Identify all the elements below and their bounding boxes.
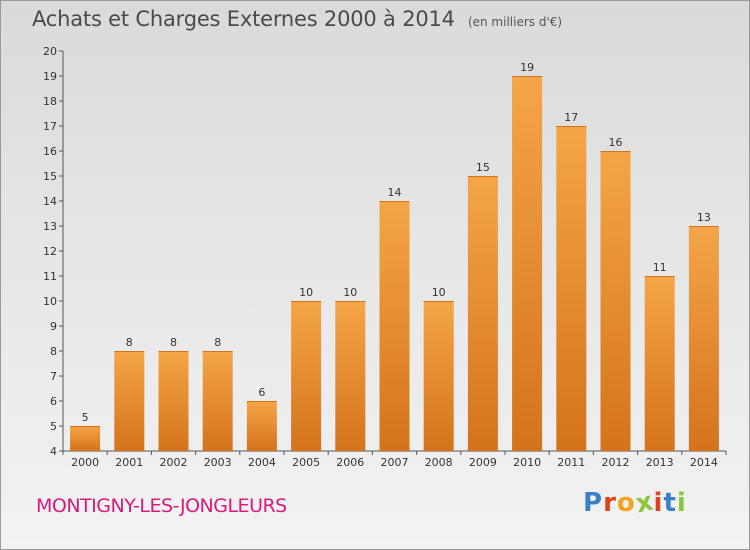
bar-top-edge xyxy=(556,126,587,127)
value-label: 5 xyxy=(82,411,89,424)
chart-unit: (en milliers d'€) xyxy=(467,15,563,29)
y-tick-label: 7 xyxy=(50,370,57,383)
bar-top-edge xyxy=(291,301,322,302)
bar xyxy=(600,151,631,451)
bar-top-edge xyxy=(246,401,277,402)
y-tick-label: 16 xyxy=(43,145,57,158)
bar xyxy=(114,351,145,451)
y-tick-label: 6 xyxy=(50,395,57,408)
y-tick-label: 14 xyxy=(43,195,57,208)
bar-top-edge xyxy=(379,201,410,202)
bar xyxy=(291,301,322,451)
labels: 5 2000 8 2001 8 2002 8 2003 6 2004 10 2005 10 2006 14 2… xyxy=(71,61,718,469)
y-tick-label: 17 xyxy=(43,120,57,133)
bar xyxy=(688,226,719,451)
bar xyxy=(335,301,366,451)
y-tick-label: 13 xyxy=(43,220,57,233)
bar xyxy=(467,176,498,451)
bar xyxy=(202,351,233,451)
value-label: 10 xyxy=(343,286,357,299)
bars xyxy=(70,76,719,451)
proxiti-logo: Proxiti xyxy=(583,486,687,519)
value-label: 16 xyxy=(609,136,623,149)
bar-top-edge xyxy=(335,301,366,302)
bar-top-edge xyxy=(600,151,631,152)
bar-top-edge xyxy=(423,301,454,302)
y-tick-label: 11 xyxy=(43,270,57,283)
y-tick-label: 12 xyxy=(43,245,57,258)
value-label: 10 xyxy=(299,286,313,299)
bar xyxy=(70,426,101,451)
x-tick-label: 2009 xyxy=(469,456,497,469)
x-tick-label: 2000 xyxy=(71,456,99,469)
value-label: 11 xyxy=(653,261,667,274)
x-tick-label: 2004 xyxy=(248,456,276,469)
value-label: 8 xyxy=(126,336,133,349)
y-tick-label: 9 xyxy=(50,320,57,333)
value-label: 15 xyxy=(476,161,490,174)
x-tick-label: 2002 xyxy=(160,456,188,469)
bar-top-edge xyxy=(114,351,145,352)
value-label: 14 xyxy=(388,186,402,199)
x-tick-label: 2008 xyxy=(425,456,453,469)
bar-top-edge xyxy=(512,76,543,77)
bar-top-edge xyxy=(644,276,675,277)
x-tick-label: 2007 xyxy=(381,456,409,469)
x-tick-label: 2013 xyxy=(646,456,674,469)
bar xyxy=(246,401,277,451)
x-tick-label: 2005 xyxy=(292,456,320,469)
value-label: 8 xyxy=(214,336,221,349)
y-tick-label: 20 xyxy=(43,45,57,58)
bar-top-edge xyxy=(202,351,233,352)
x-tick-label: 2010 xyxy=(513,456,541,469)
bar xyxy=(512,76,543,451)
bar-top-edge xyxy=(158,351,189,352)
bar xyxy=(158,351,189,451)
x-tick-label: 2014 xyxy=(690,456,718,469)
bar xyxy=(379,201,410,451)
x-tick-label: 2001 xyxy=(115,456,143,469)
title-row: Achats et Charges Externes 2000 à 2014 (… xyxy=(32,7,562,31)
y-tick-label: 5 xyxy=(50,420,57,433)
x-tick-label: 2003 xyxy=(204,456,232,469)
bar-top-edge xyxy=(688,226,719,227)
y-tick-label: 15 xyxy=(43,170,57,183)
bar-top-edge xyxy=(70,426,101,427)
bar-top-edge xyxy=(467,176,498,177)
x-tick-label: 2012 xyxy=(602,456,630,469)
logo-letter: r xyxy=(603,488,617,518)
commune-name: MONTIGNY-LES-JONGLEURS xyxy=(36,495,287,517)
logo-letter: i xyxy=(676,488,687,518)
value-label: 19 xyxy=(520,61,534,74)
logo-letter: t xyxy=(663,488,677,518)
logo-letter: i xyxy=(653,488,664,518)
value-label: 8 xyxy=(170,336,177,349)
value-label: 17 xyxy=(564,111,578,124)
y-tick-label: 19 xyxy=(43,70,57,83)
y-tick-label: 10 xyxy=(43,295,57,308)
x-tick-label: 2006 xyxy=(336,456,364,469)
y-tick-label: 8 xyxy=(50,345,57,358)
value-label: 13 xyxy=(697,211,711,224)
bar xyxy=(556,126,587,451)
value-label: 6 xyxy=(258,386,265,399)
y-tick-label: 4 xyxy=(50,445,57,458)
bar xyxy=(644,276,675,451)
logo-letter: o xyxy=(616,488,636,518)
chart-title: Achats et Charges Externes 2000 à 2014 xyxy=(32,7,455,31)
logo-letter: P xyxy=(583,488,604,518)
bar xyxy=(423,301,454,451)
y-tick-label: 18 xyxy=(43,95,57,108)
x-tick-label: 2011 xyxy=(557,456,585,469)
value-label: 10 xyxy=(432,286,446,299)
